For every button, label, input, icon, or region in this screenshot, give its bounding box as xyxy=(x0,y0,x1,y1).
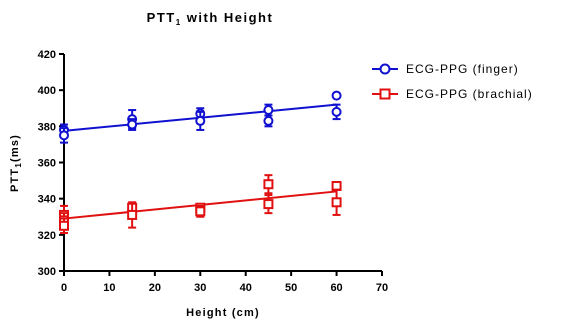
x-tick-label: 50 xyxy=(285,282,297,294)
legend-item-finger: ECG-PPG (finger) xyxy=(372,62,519,76)
y-tick-label: 320 xyxy=(38,230,56,242)
legend-item-brachial: ECG-PPG (brachial) xyxy=(372,87,533,101)
y-tick-label: 400 xyxy=(38,85,56,97)
series-finger xyxy=(59,90,342,144)
x-tick-label: 30 xyxy=(194,282,206,294)
data-point-finger xyxy=(195,115,206,126)
data-point-finger xyxy=(59,130,69,141)
chart-title: PTT1 with Height xyxy=(147,10,274,27)
data-point-finger xyxy=(331,106,342,117)
data-point-brachial xyxy=(263,199,274,210)
data-point-brachial xyxy=(195,206,206,217)
y-tick-label: 340 xyxy=(38,194,56,206)
data-point-finger xyxy=(127,119,138,130)
legend-label-finger: ECG-PPG (finger) xyxy=(406,62,519,76)
y-axis-label: PTT1(ms) xyxy=(9,134,23,192)
x-tick-label: 40 xyxy=(240,282,252,294)
y-tick-label: 380 xyxy=(38,121,56,133)
x-axis-label: Height (cm) xyxy=(186,307,260,319)
legend-label-brachial: ECG-PPG (brachial) xyxy=(406,87,533,101)
legend-marker-circle xyxy=(379,63,391,75)
x-tick-label: 20 xyxy=(149,282,161,294)
data-point-finger xyxy=(331,90,342,101)
series-brachial xyxy=(59,174,342,235)
data-point-brachial xyxy=(263,179,274,190)
data-point-brachial xyxy=(59,220,69,231)
data-point-finger xyxy=(263,105,274,116)
data-point-finger xyxy=(263,115,274,126)
y-tick-label: 300 xyxy=(38,266,56,278)
x-tick-label: 60 xyxy=(330,282,342,294)
data-point-brachial xyxy=(127,209,138,220)
x-tick-label: 10 xyxy=(103,282,115,294)
legend-marker-square xyxy=(379,88,391,100)
data-point-brachial xyxy=(331,197,342,208)
x-tick-label: 70 xyxy=(376,282,388,294)
y-tick-label: 420 xyxy=(38,49,56,61)
x-tick-label: 0 xyxy=(61,282,67,294)
y-tick-label: 360 xyxy=(38,158,56,170)
